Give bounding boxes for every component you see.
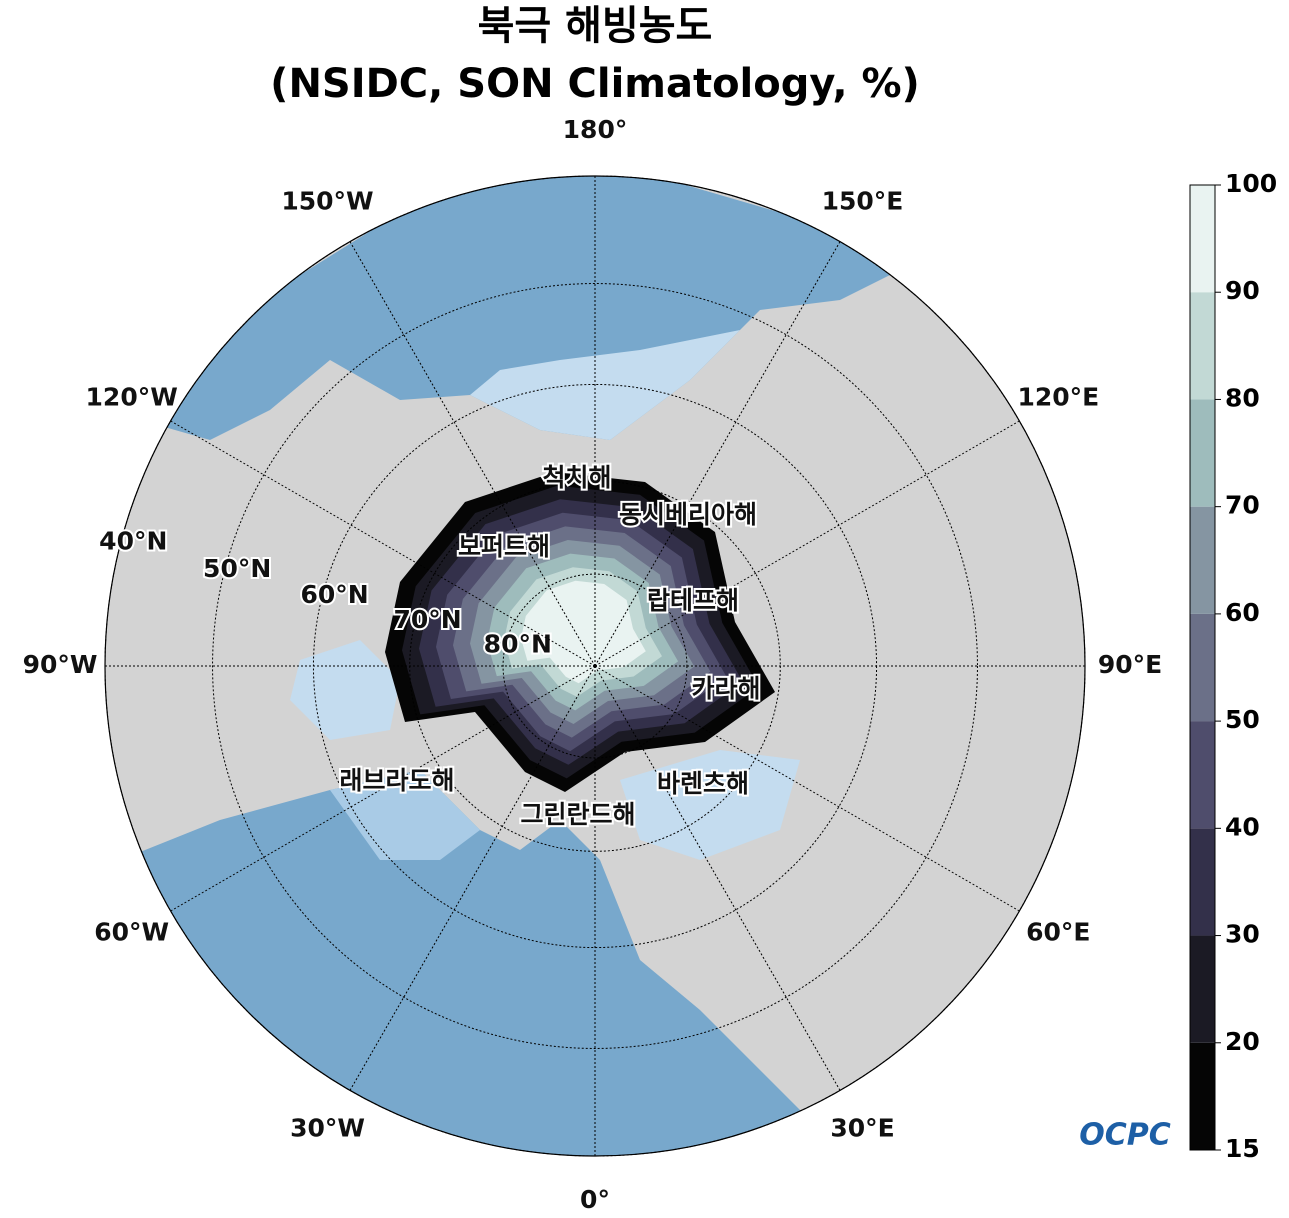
meridian-label: 150°E [822,187,904,216]
colorbar-tick-label: 100 [1225,169,1277,198]
colorbar-segment [1190,292,1215,400]
parallel-label: 40°N [99,526,167,555]
meridian [594,241,841,667]
map-body [105,176,1085,1156]
parallel-label: 50°N [203,554,271,583]
meridian [594,665,841,1091]
parallel [212,283,978,1049]
colorbar-tick-label: 20 [1225,1027,1260,1056]
sea-ice [385,472,775,792]
title-line-2: (NSIDC, SON Climatology, %) [270,61,920,107]
hudson-bay [290,640,400,740]
sea-labels: 척치해 동시베리아해 보퍼트해 랍테프해 카라해 래브라도해 바렌츠해 그린란드… [337,461,762,831]
meridian [594,665,1020,912]
meridian [170,665,596,912]
parallel-label: 60°N [301,580,369,609]
sea-label: 동시베리아해 [619,500,757,529]
colorbar-tick-label: 15 [1225,1134,1260,1163]
labrador-shelf [330,770,480,860]
meridian-label: 90°W [23,650,98,679]
colorbar-segment [1190,1042,1215,1150]
meridian-label: 30°E [830,1113,894,1142]
title-line-1: 북극 해빙농도 [478,3,713,49]
colorbar-segment [1190,185,1215,293]
meridian-label: 120°W [86,383,178,412]
colorbar-segment [1190,935,1215,1043]
colorbar-tick-label: 30 [1225,920,1260,949]
meridian-label: 180° [563,115,628,144]
sea-label: 그린란드해 [520,800,635,829]
colorbar-tick-label: 50 [1225,705,1260,734]
parallel [502,573,688,759]
colorbar: 15 20 30 40 50 60 70 80 90 100 [1189,169,1277,1163]
colorbar-tick-label: 80 [1225,383,1260,412]
sea-label: 래브라도해 [339,766,454,795]
meridian [349,241,596,667]
colorbar-segment [1190,828,1215,936]
meridian-label: 60°E [1026,918,1090,947]
parallel-label: 80°N [484,629,552,658]
colorbar-segment [1190,506,1215,614]
meridian-label: 150°W [281,187,373,216]
sea-label: 랍테프해 [647,586,739,615]
colorbar-tick-label: 70 [1225,491,1260,520]
meridian-label: 0° [580,1185,610,1214]
meridian-label: 120°E [1017,383,1099,412]
meridian [170,420,596,667]
colorbar-segment [1190,721,1215,829]
meridian-label: 60°W [94,918,169,947]
sea-label: 바렌츠해 [657,769,749,798]
meridian [594,420,1020,667]
barents-shelf [620,750,800,860]
meridian-label: 30°W [290,1113,365,1142]
colorbar-segment [1190,399,1215,507]
ice-band [521,580,646,684]
logo: OCPC [1079,1118,1171,1153]
parallel-label: 70°N [394,605,462,634]
graticule: 80°N 70°N 60°N 50°N 40°N 180° 150°E 120°E 90°E 60… [23,115,1163,1214]
colorbar-segment [1190,613,1215,722]
sea-label: 보퍼트해 [458,532,550,561]
sea-label: 카라해 [691,674,760,703]
colorbar-tick-label: 40 [1225,812,1260,841]
pacific-ocean [140,176,900,440]
meridian [349,665,596,1091]
sea-label: 척치해 [542,463,611,492]
colorbar-tick-label: 90 [1225,276,1260,305]
colorbar-tick-label: 60 [1225,598,1260,627]
colorbar-frame [1189,184,1216,1151]
meridian-label: 90°E [1098,650,1162,679]
